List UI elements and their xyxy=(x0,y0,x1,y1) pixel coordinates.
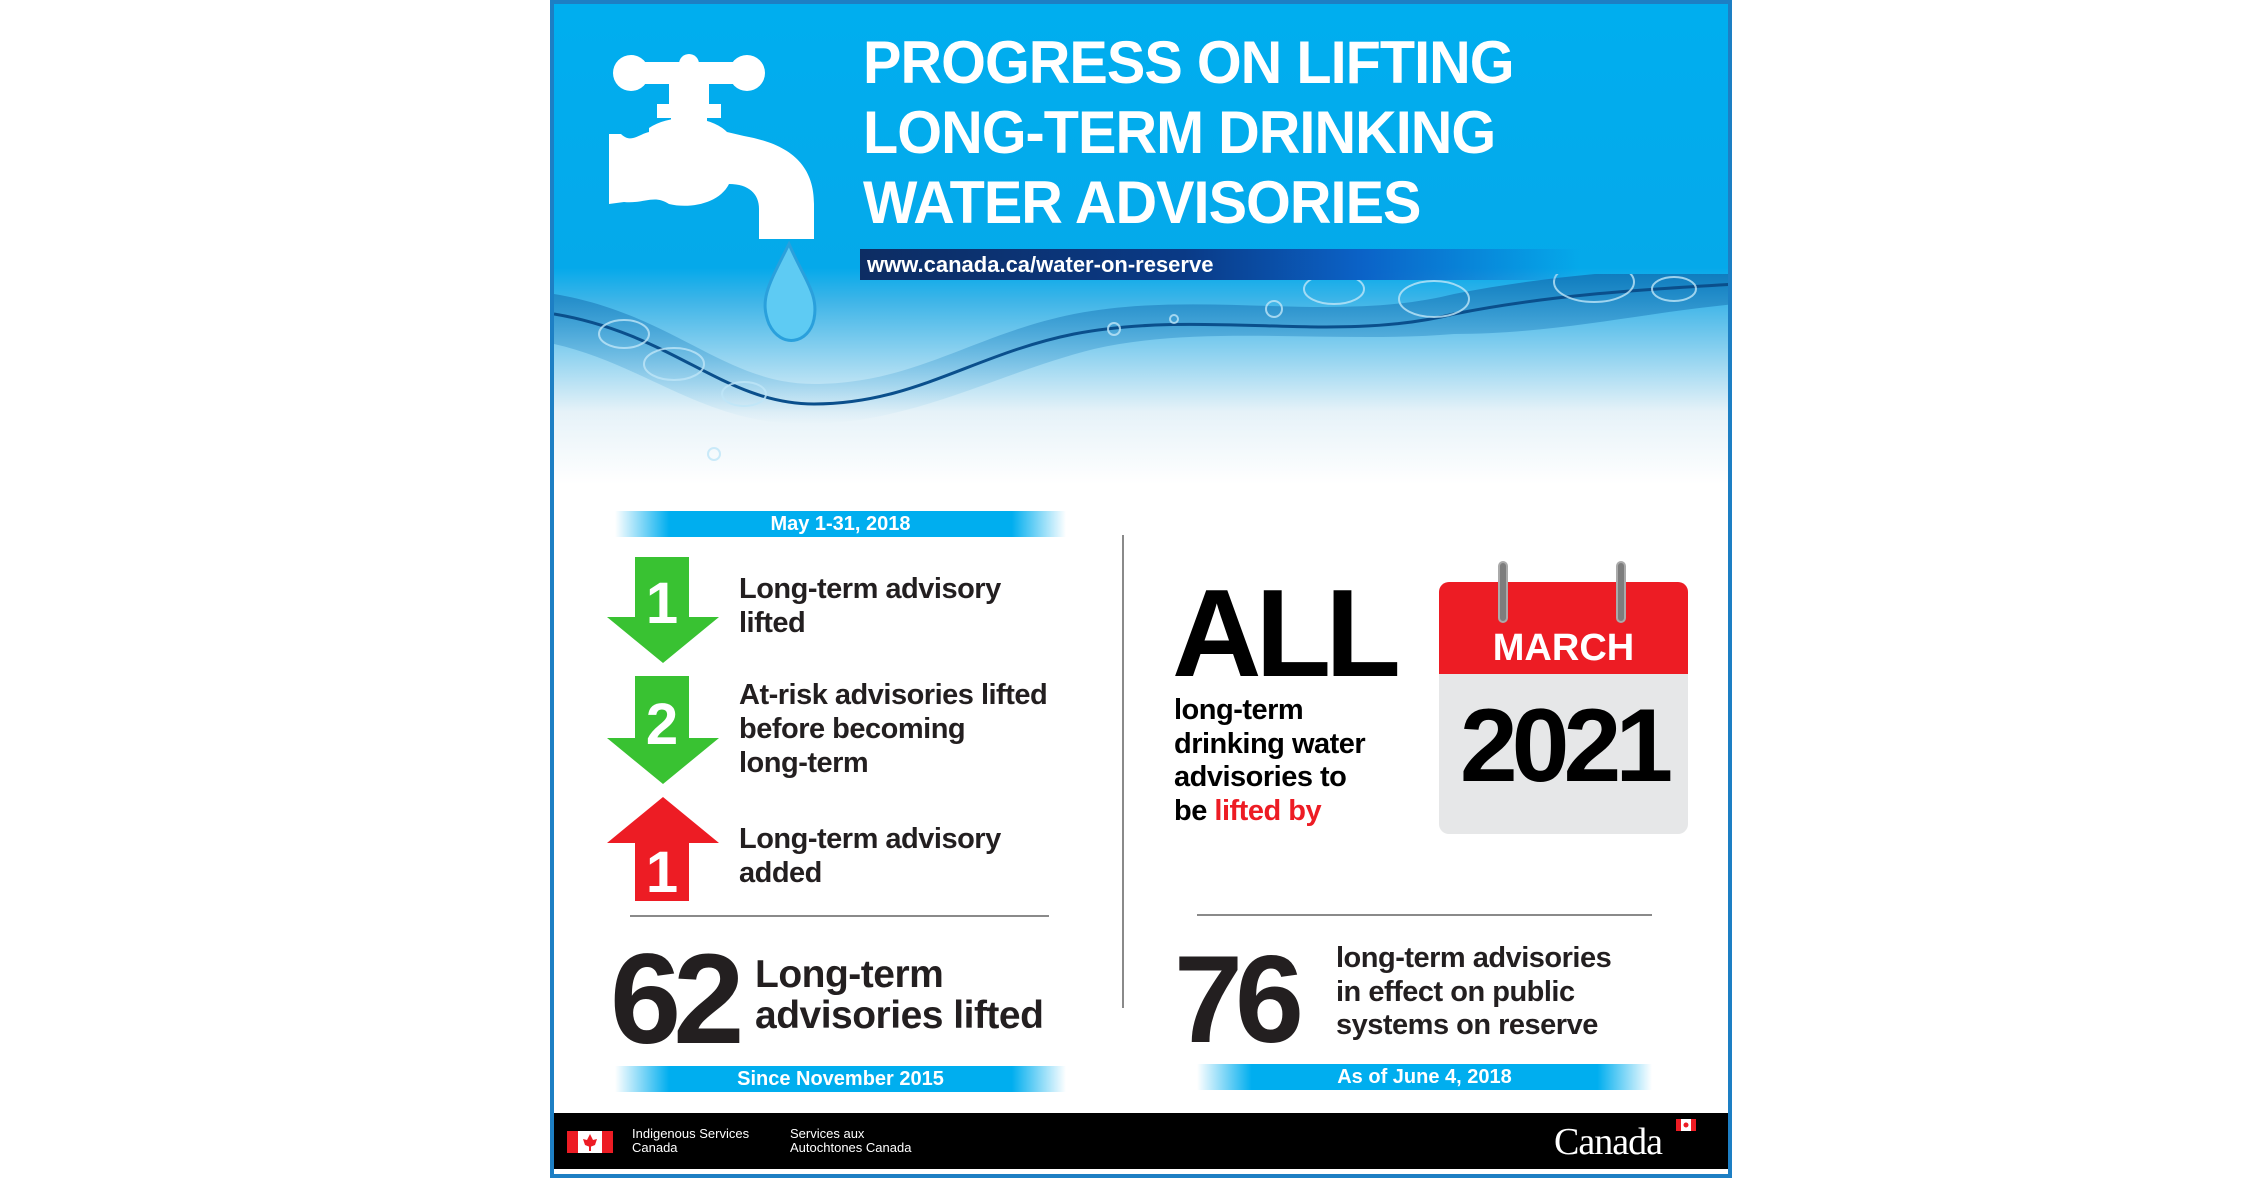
title-line: WATER ADVISORIES xyxy=(863,169,1421,236)
item-line: added xyxy=(739,857,822,889)
footer: Indigenous Services Canada Services aux … xyxy=(554,1113,1728,1169)
item-line: Long-term advisory xyxy=(739,823,1001,855)
calendar-icon: MARCH 2021 xyxy=(1439,582,1688,834)
calendar-year: 2021 xyxy=(1459,688,1673,804)
url-banner: www.canada.ca/water-on-reserve xyxy=(860,249,1580,280)
deadline-line: advisories to xyxy=(1174,761,1347,793)
total-lifted-number: 62 xyxy=(610,928,744,1071)
calendar-header xyxy=(1439,582,1688,674)
dept-line: Services aux xyxy=(790,1126,865,1141)
canada-wordmark: Canada xyxy=(1554,1121,1663,1163)
label-line: long-term advisories xyxy=(1336,942,1612,974)
deadline-prefix: be xyxy=(1174,794,1215,827)
arrow-number: 1 xyxy=(646,840,678,901)
wordmark-flag-icon xyxy=(1676,1119,1696,1131)
arrow-number: 1 xyxy=(646,571,678,636)
item-line: long-term xyxy=(739,747,869,779)
item-text: Long-term advisory lifted xyxy=(739,572,1001,640)
deadline-line: be lifted by xyxy=(1174,795,1365,829)
label-line: Long-term xyxy=(755,953,944,996)
period-label: May 1-31, 2018 xyxy=(615,511,1066,537)
dept-name-en: Indigenous Services Canada xyxy=(632,1127,749,1155)
green-down-arrow-icon: 2 xyxy=(607,676,719,784)
deadline-highlight: lifted by xyxy=(1214,794,1322,827)
calendar-ring xyxy=(1498,561,1508,623)
dept-line: Indigenous Services xyxy=(632,1126,750,1141)
header-banner: PROGRESS ON LIFTING LONG-TERM DRINKING W… xyxy=(554,4,1728,484)
label-line: systems on reserve xyxy=(1336,1009,1598,1041)
deadline-text: long-term drinking water advisories to b… xyxy=(1174,694,1366,829)
divider xyxy=(630,915,1049,917)
title-line: LONG-TERM DRINKING xyxy=(863,99,1496,166)
dept-name-fr: Services aux Autochtones Canada xyxy=(790,1127,911,1155)
item-line: before becoming xyxy=(739,713,966,745)
deadline-line: long-term xyxy=(1174,694,1304,726)
deadline-line: drinking water xyxy=(1174,727,1366,760)
as-of-label: As of June 4, 2018 xyxy=(1197,1064,1652,1090)
red-up-arrow-icon: 1 xyxy=(607,797,719,901)
water-wave xyxy=(554,274,1728,461)
arrow-number: 2 xyxy=(646,692,678,757)
page-title: PROGRESS ON LIFTING LONG-TERM DRINKING W… xyxy=(863,28,1515,238)
dept-line: Canada xyxy=(632,1140,678,1155)
item-line: Long-term advisory xyxy=(739,573,1001,605)
item-text: At-risk advisories lifted before becomin… xyxy=(739,678,1048,780)
green-down-arrow-icon: 1 xyxy=(607,557,719,663)
dept-line: Autochtones Canada xyxy=(790,1140,912,1155)
item-text: Long-term advisory added xyxy=(739,822,1001,890)
divider xyxy=(1197,914,1652,916)
item-line: lifted xyxy=(739,607,806,639)
title-line: PROGRESS ON LIFTING xyxy=(863,29,1515,96)
canada-flag-icon xyxy=(567,1131,613,1153)
advisories-count: 76 xyxy=(1174,931,1304,1069)
total-lifted-label: Long-term advisories lifted xyxy=(755,953,1044,1037)
infographic: PROGRESS ON LIFTING LONG-TERM DRINKING W… xyxy=(550,0,1732,1178)
vertical-divider xyxy=(1122,535,1124,1008)
all-heading: ALL xyxy=(1172,565,1401,703)
calendar-month: MARCH xyxy=(1492,627,1635,669)
advisories-count-label: long-term advisories in effect on public… xyxy=(1336,942,1612,1043)
label-line: in effect on public xyxy=(1336,975,1575,1008)
label-line: advisories lifted xyxy=(755,994,1044,1037)
faucet-icon xyxy=(609,54,817,342)
url-link[interactable]: www.canada.ca/water-on-reserve xyxy=(867,252,1214,277)
item-line: At-risk advisories lifted xyxy=(739,679,1048,711)
calendar-ring xyxy=(1616,561,1626,623)
since-label: Since November 2015 xyxy=(615,1066,1066,1092)
